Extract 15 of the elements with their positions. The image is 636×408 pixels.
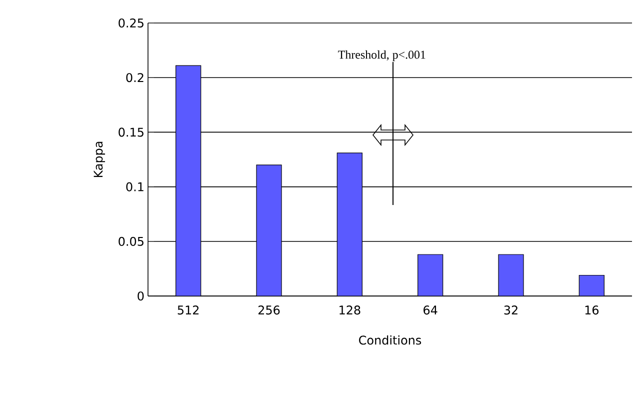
x-axis-title: Conditions	[359, 335, 422, 345]
x-tick-label: 256	[258, 306, 280, 315]
y-tick-label: 0.25	[118, 18, 144, 28]
y-axis-title: Kappa	[94, 142, 106, 178]
y-tick-label: 0.2	[126, 73, 144, 82]
y-tick-label: 0.15	[118, 128, 144, 137]
x-tick-label: 32	[504, 306, 518, 315]
x-tick-label: 64	[424, 306, 438, 315]
y-tick-label: 0	[138, 291, 144, 301]
y-tick-label: 0.1	[126, 182, 144, 192]
x-tick-label: 128	[340, 306, 360, 315]
y-tick-label: 0.05	[118, 236, 144, 246]
annotation: Threshold, p<.001	[338, 50, 426, 62]
x-tick-label: 16	[585, 306, 599, 315]
x-tick-label: 512	[178, 306, 199, 315]
